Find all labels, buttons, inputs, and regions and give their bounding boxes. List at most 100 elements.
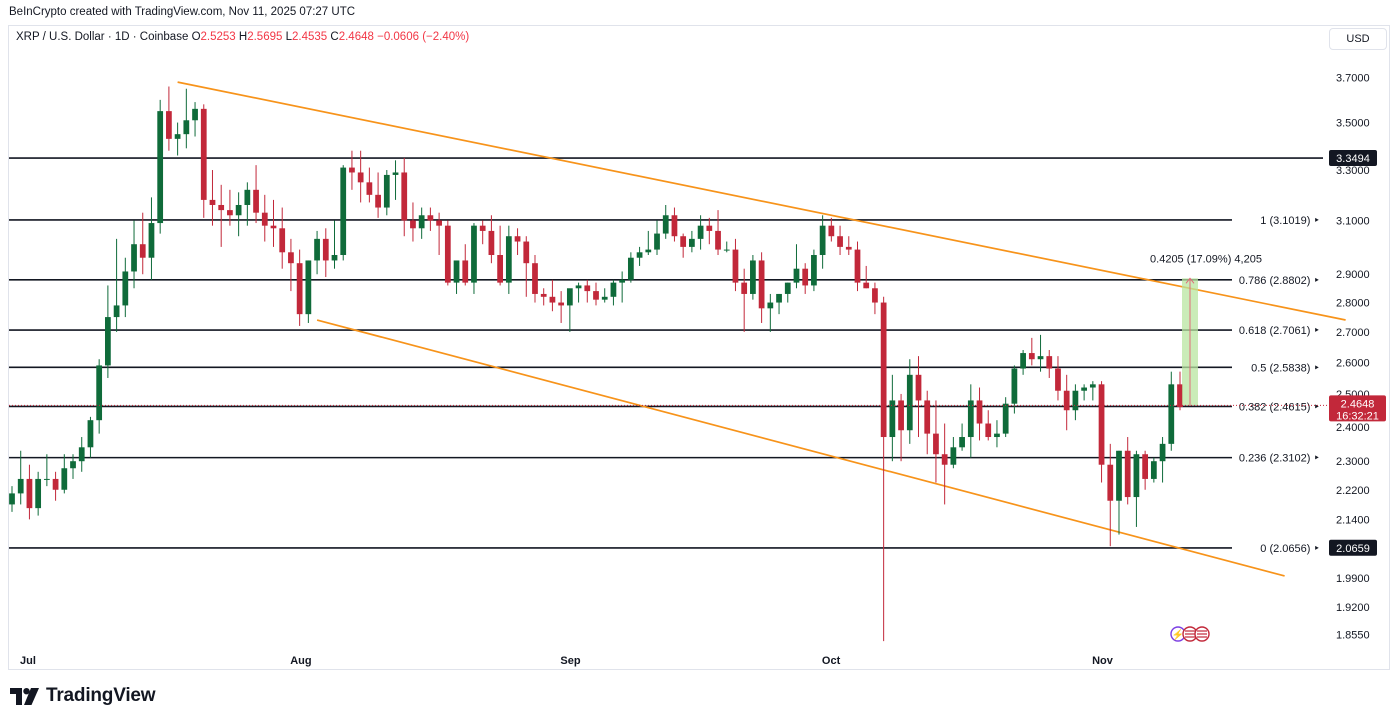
candle-body	[314, 238, 320, 261]
candle-body	[148, 223, 155, 258]
high-value: 2.5695	[247, 31, 283, 43]
candle-body	[462, 260, 469, 283]
x-tick-label: Nov	[1092, 655, 1114, 667]
y-tick-label: 2.6000	[1336, 357, 1370, 369]
candle-body	[505, 236, 512, 283]
y-tick-label: 3.3000	[1336, 165, 1370, 177]
open-label: O	[191, 31, 201, 43]
candle-body	[889, 400, 896, 438]
candle-body	[1133, 454, 1140, 498]
candle-body	[924, 400, 931, 434]
candle-body	[479, 225, 486, 231]
candle-body	[915, 374, 922, 401]
candle-body	[645, 249, 652, 253]
candle-body	[601, 296, 608, 300]
candle-body	[244, 189, 251, 205]
candle-body	[898, 400, 904, 431]
candle-body	[933, 433, 939, 455]
y-tick-label: 2.2200	[1336, 485, 1370, 497]
x-tick-label: Oct	[822, 655, 841, 667]
candle-body	[1116, 450, 1122, 501]
candle-body	[863, 282, 870, 289]
candle-body	[340, 167, 347, 256]
candle-body	[593, 291, 599, 300]
fib-level-label: 0.618 (2.7061) ‣	[1239, 325, 1320, 337]
change-value: −0.0606 (−2.40%)	[377, 31, 470, 43]
candle-body	[558, 302, 565, 306]
x-tick-label: Sep	[560, 655, 580, 667]
candle-body	[471, 225, 477, 283]
y-tick-label: 3.1000	[1336, 215, 1370, 227]
candle-body	[436, 220, 442, 226]
candle-body	[235, 204, 242, 216]
candle-body	[610, 282, 617, 297]
candle-body	[488, 230, 495, 256]
symbol-name: XRP / U.S. Dollar · 1D · Coinbase	[16, 31, 189, 43]
candle-body	[1046, 356, 1053, 369]
candle-body	[453, 260, 460, 283]
candle-body	[427, 215, 434, 221]
last-price-tag	[1329, 395, 1386, 422]
chart-frame	[8, 25, 1390, 670]
candle-body	[514, 236, 521, 242]
candle-body	[70, 461, 76, 469]
candle-body	[723, 249, 730, 251]
fib-level-label: 0.236 (2.3102) ‣	[1239, 453, 1320, 465]
candle-body	[584, 285, 591, 292]
candle-body	[680, 236, 687, 247]
candle-body	[636, 252, 643, 258]
horizontal-level-tag	[1329, 150, 1377, 167]
x-tick-label: Aug	[290, 655, 311, 667]
candle-body	[750, 260, 756, 294]
y-tick-label: 2.3000	[1336, 456, 1370, 468]
candle-body	[96, 365, 103, 421]
candle-body	[349, 167, 355, 173]
fib-level-label: 1 (3.1019) ‣	[1260, 215, 1320, 227]
candle-body	[157, 111, 164, 224]
tradingview-logo-icon	[10, 687, 39, 705]
candle-body	[383, 174, 390, 208]
fib-level-label: 0.5 (2.5838) ‣	[1251, 362, 1320, 374]
candle-body	[227, 210, 233, 216]
tradingview-logo[interactable]: TradingView	[10, 685, 156, 707]
fib-low-tag-value: 2.0659	[1336, 543, 1370, 555]
fib-level-label: 0.786 (2.8802) ‣	[1239, 275, 1320, 287]
symbol-legend[interactable]: XRP / U.S. Dollar · 1D · Coinbase O2.525…	[16, 31, 469, 43]
y-tick-label: 2.8000	[1336, 298, 1370, 310]
candle-body	[52, 478, 59, 490]
candle-body	[959, 437, 965, 448]
candle-body	[828, 225, 835, 237]
y-tick-label: 1.8550	[1336, 630, 1370, 642]
y-tick-label: 1.9900	[1336, 573, 1370, 585]
candle-body	[1011, 368, 1018, 404]
low-value: 2.4535	[292, 31, 328, 43]
fib-low-tag	[1329, 539, 1377, 556]
candle-body	[619, 279, 626, 283]
candle-body	[819, 225, 826, 256]
candle-body	[444, 225, 451, 283]
candle-body	[1055, 368, 1061, 391]
candle-body	[61, 468, 68, 490]
candle-body	[87, 420, 94, 448]
candle-body	[689, 238, 695, 247]
candle-body	[758, 260, 765, 309]
candle-body	[1020, 353, 1026, 369]
candle-body	[532, 263, 538, 294]
candle-body	[200, 108, 207, 200]
currency-button[interactable]: USD	[1329, 28, 1387, 50]
candle-body	[845, 246, 852, 250]
chart-credit: BeInCrypto created with TradingView.com,…	[9, 6, 356, 18]
candle-body	[209, 199, 216, 205]
candle-body	[392, 172, 399, 175]
candle-body	[331, 255, 338, 261]
candle-body	[950, 447, 957, 465]
candle-body	[9, 493, 15, 505]
candle-body	[662, 215, 669, 234]
candle-body	[540, 293, 547, 297]
candle-body	[1002, 403, 1009, 434]
candle-body	[78, 447, 85, 462]
candle-body	[1037, 356, 1044, 360]
candle-body	[357, 172, 364, 183]
lightning-glyph: ⚡	[1172, 628, 1184, 641]
